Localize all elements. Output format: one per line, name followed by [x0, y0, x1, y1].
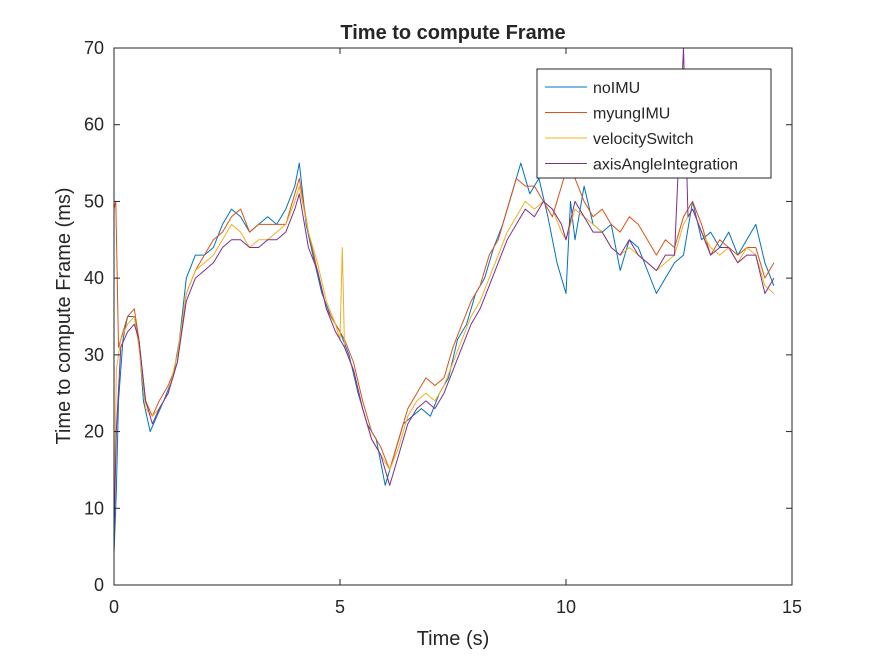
y-tick-label: 0: [94, 575, 104, 595]
y-tick-label: 30: [84, 345, 104, 365]
axes-box: [113, 47, 793, 586]
x-tick-label: 15: [782, 597, 802, 617]
legend-label: noIMU: [593, 80, 640, 97]
legend: noIMU myungIMU velocitySwitch axisAngleInte…: [536, 68, 772, 179]
y-tick-label: 40: [84, 268, 104, 288]
y-tick-label: 50: [84, 191, 104, 211]
chart-title: Time to compute Frame: [340, 22, 565, 44]
y-axis-ticks: 0 10 20 30 40 50 60 70: [84, 38, 792, 595]
series-line-noIMU: [114, 162, 775, 555]
y-tick-label: 70: [84, 38, 104, 58]
x-tick-label: 5: [335, 597, 345, 617]
x-tick-label: 10: [556, 597, 576, 617]
x-tick-label: 0: [109, 597, 119, 617]
x-axis-label: Time (s): [417, 628, 490, 650]
legend-label: myungIMU: [593, 106, 670, 123]
y-axis-label: Time to compute Frame (ms): [53, 187, 75, 444]
y-tick-label: 20: [84, 422, 104, 442]
series-line-axisAngleIntegration: [114, 48, 775, 540]
y-tick-label: 60: [84, 115, 104, 135]
series-layer: [114, 48, 775, 555]
x-axis-ticks: 0 5 10 15: [109, 48, 802, 617]
legend-label: axisAngleIntegration: [593, 157, 738, 174]
legend-label: velocitySwitch: [593, 131, 693, 148]
y-tick-label: 10: [84, 498, 104, 518]
